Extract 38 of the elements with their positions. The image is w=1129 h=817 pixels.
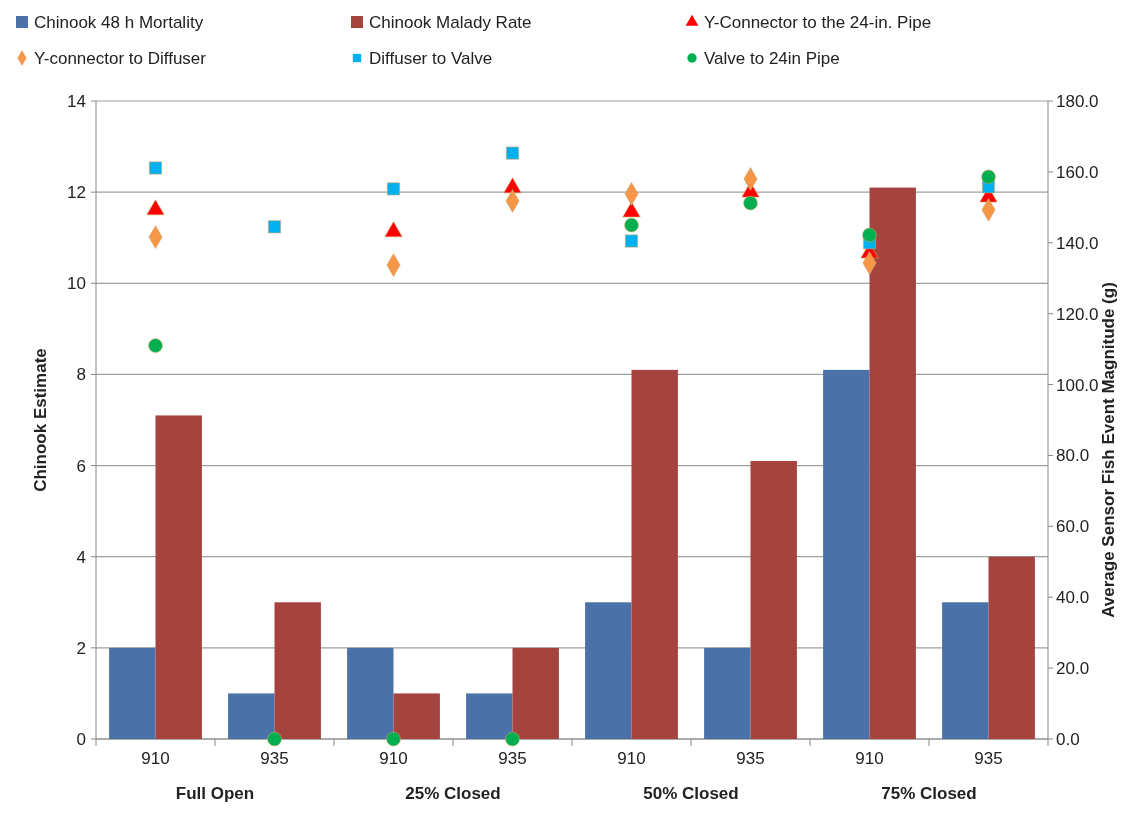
legend-label: Y-connector to Diffuser — [34, 49, 207, 68]
text: Full Open — [175, 784, 255, 803]
y2-tick-label: 100.0 — [1056, 375, 1099, 395]
y-tick-label: 4 — [76, 547, 86, 567]
legend-label: Chinook Malady Rate — [369, 13, 532, 32]
y-tick-label: 6 — [76, 456, 86, 476]
x-tick-label: 935 — [974, 749, 1003, 768]
y-axis-title: Chinook Estimate — [31, 348, 50, 492]
y-tick-label: 8 — [76, 365, 86, 385]
y2-tick-label: 160.0 — [1056, 162, 1099, 182]
y-tick-label: 12 — [67, 183, 86, 203]
x-tick-label: 935 — [260, 749, 289, 768]
text: 50% Closed — [643, 784, 739, 803]
text: 75% Closed — [881, 784, 977, 803]
x-tick-label: 935 — [736, 749, 765, 768]
y2-tick-label: 40.0 — [1056, 588, 1090, 608]
x-tick-label: 935 — [498, 749, 527, 768]
y-tick-label: 0 — [76, 729, 86, 749]
y-tick-label: 14 — [67, 91, 86, 111]
x-tick-label: 910 — [855, 749, 884, 768]
y2-tick-label: 0.0 — [1056, 729, 1080, 749]
y2-tick-label: 20.0 — [1056, 659, 1090, 679]
legend-label: Valve to 24in Pipe — [704, 49, 840, 68]
legend-label: Chinook 48 h Mortality — [34, 13, 204, 32]
y2-tick-label: 180.0 — [1056, 91, 1099, 111]
x-tick-label: 910 — [617, 749, 646, 768]
y2-tick-label: 140.0 — [1056, 233, 1099, 253]
y-tick-label: 10 — [67, 274, 86, 294]
y-tick-label: 2 — [76, 638, 86, 658]
y2-tick-label: 120.0 — [1056, 304, 1099, 324]
y2-tick-label: 80.0 — [1056, 446, 1090, 466]
y2-axis-title: Average Sensor Fish Event Magnitude (g) — [1099, 282, 1118, 618]
legend-label: Diffuser to Valve — [369, 49, 493, 68]
x-tick-label: 910 — [141, 749, 170, 768]
y2-tick-label: 60.0 — [1056, 517, 1090, 537]
legend-label: Y-Connector to the 24-in. Pipe — [704, 13, 932, 32]
x-tick-label: 910 — [379, 749, 408, 768]
text: 25% Closed — [405, 784, 501, 803]
